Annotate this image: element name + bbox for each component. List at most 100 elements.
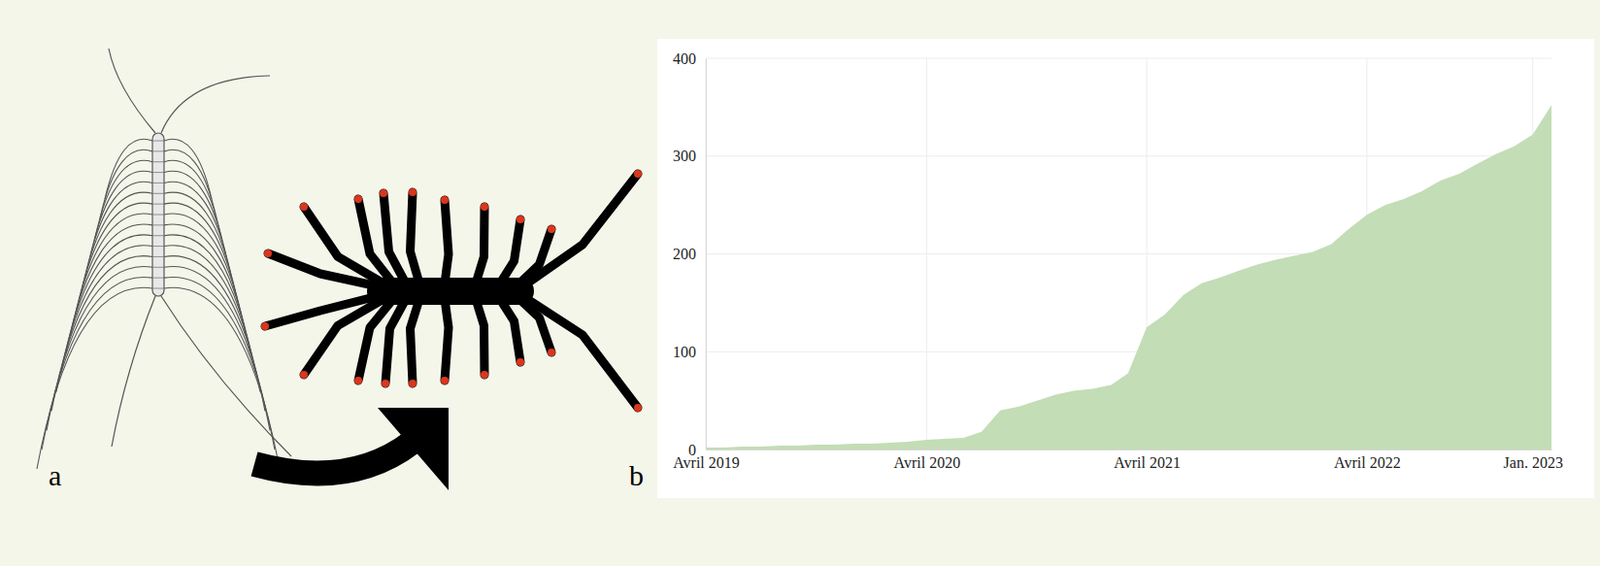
centipede-leg xyxy=(164,256,266,412)
x-tick: Avril 2022 xyxy=(1333,449,1401,471)
x-axis-line xyxy=(706,449,1553,451)
arrow-shaft xyxy=(254,441,413,473)
panel-label: a xyxy=(48,459,62,492)
y-axis: 0100200300400 xyxy=(672,50,707,459)
centipede-segment xyxy=(152,203,165,205)
centipede-segment xyxy=(152,256,165,258)
panel-label: b xyxy=(629,459,644,492)
centipede-leg xyxy=(61,234,153,373)
robot-foot xyxy=(261,322,269,331)
y-tick-label: 100 xyxy=(672,343,697,361)
centipede-segment xyxy=(152,266,165,268)
robot-leg xyxy=(410,192,421,284)
x-tick-label: Avril 2022 xyxy=(1333,454,1401,471)
centipede-leg xyxy=(164,224,251,354)
robot-leg xyxy=(444,200,449,284)
centipede-leg xyxy=(36,287,153,469)
x-tick: Avril 2021 xyxy=(1113,449,1181,471)
robot-foot xyxy=(354,376,363,385)
robot-foot xyxy=(633,403,642,412)
y-tick-label: 300 xyxy=(672,147,697,165)
centipede-segment xyxy=(152,182,165,184)
x-tick: Jan. 2023 xyxy=(1503,449,1564,471)
centipede-antenna xyxy=(161,75,270,134)
arrow-head xyxy=(377,407,449,491)
robot-leg xyxy=(410,299,421,384)
y-tick: 300 xyxy=(672,147,706,165)
plot-area xyxy=(705,104,1552,450)
robot-foot xyxy=(480,202,489,211)
centipede-segment xyxy=(152,224,165,226)
robot-foot xyxy=(300,370,308,379)
centipede-leg xyxy=(164,266,270,432)
robot-foot xyxy=(516,215,525,224)
grid-line xyxy=(926,58,928,450)
robot-foot xyxy=(408,379,417,388)
x-tick-label: Avril 2019 xyxy=(672,454,740,471)
robot-leg xyxy=(500,219,521,284)
robot-foot xyxy=(379,189,388,198)
x-axis: Avril 2019 Avril 2020 Avril 2021 Avril 2022… xyxy=(672,449,1564,471)
robot xyxy=(261,169,642,412)
centipede-leg xyxy=(104,138,153,200)
grid xyxy=(705,58,1552,450)
centipede-segment xyxy=(152,245,165,247)
centipede-segment xyxy=(152,234,165,236)
centipede-body xyxy=(152,133,165,297)
centipede-leg xyxy=(164,287,280,469)
centipede-segment xyxy=(152,171,165,173)
area xyxy=(705,104,1552,450)
grid-line xyxy=(705,155,1552,157)
y-tick-label: 200 xyxy=(672,245,697,263)
robot-leg xyxy=(500,299,521,363)
centipede-leg xyxy=(66,224,153,354)
x-tick-label: Jan. 2023 xyxy=(1503,454,1564,471)
robot-leg xyxy=(267,253,374,286)
grid-line xyxy=(705,58,1552,60)
robot-leg xyxy=(385,299,406,384)
robot-foot xyxy=(547,348,556,357)
y-tick: 100 xyxy=(672,343,706,361)
robot-foot xyxy=(408,188,417,197)
robot-foot xyxy=(547,225,556,234)
centipede-antenna xyxy=(108,48,156,134)
centipede-leg xyxy=(164,213,246,334)
robot-leg xyxy=(444,299,449,381)
centipede-segment xyxy=(152,277,165,279)
robot-leg xyxy=(524,173,638,286)
x-tick-label: Avril 2020 xyxy=(894,454,962,471)
centipede-segment xyxy=(152,193,165,195)
centipede-leg xyxy=(41,276,153,450)
robot-foot xyxy=(264,249,272,258)
centipede-tail-leg xyxy=(111,296,156,447)
robot-leg xyxy=(524,297,638,408)
robot-leg xyxy=(383,193,406,284)
robot-foot xyxy=(354,195,363,203)
y-tick-label: 400 xyxy=(672,50,697,67)
figure: a0100200300400Avril 2019Avril 2020Avril … xyxy=(0,0,1600,566)
centipede-segment xyxy=(152,140,165,142)
robot-body xyxy=(366,277,534,305)
robot-foot xyxy=(381,379,390,388)
x-tick: Avril 2020 xyxy=(894,449,962,471)
centipede-segment xyxy=(152,150,165,152)
robot-foot xyxy=(516,358,525,367)
chart-background xyxy=(657,38,1595,499)
grid-line xyxy=(705,58,707,450)
panel-a xyxy=(36,48,642,491)
y-tick: 400 xyxy=(672,50,706,67)
robot-leg xyxy=(475,299,485,375)
robot-leg xyxy=(265,297,374,327)
centipede-leg xyxy=(164,234,256,373)
x-tick-label: Avril 2021 xyxy=(1113,454,1181,471)
centipede-leg xyxy=(164,276,275,450)
robot-foot xyxy=(300,202,308,211)
robot-foot xyxy=(633,169,642,178)
centipede-segment xyxy=(152,161,165,163)
x-tick: Avril 2019 xyxy=(672,449,740,471)
robot-foot xyxy=(440,376,449,385)
robot-foot xyxy=(480,370,489,379)
centipede-leg xyxy=(70,213,153,334)
centipede-segment xyxy=(152,288,165,290)
centipede-segment xyxy=(152,214,165,216)
